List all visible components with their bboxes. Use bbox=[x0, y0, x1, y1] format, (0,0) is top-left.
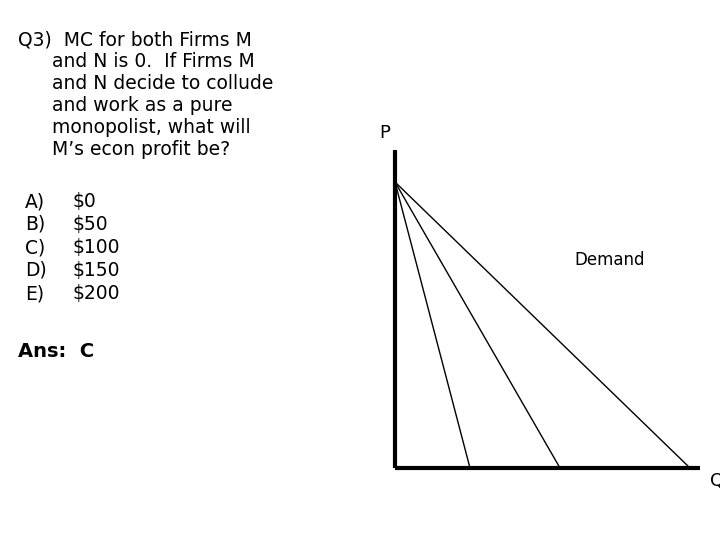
Text: $0: $0 bbox=[72, 192, 96, 211]
Text: Demand: Demand bbox=[575, 251, 645, 269]
Text: Ans:  C: Ans: C bbox=[18, 342, 94, 361]
Text: $50: $50 bbox=[72, 215, 107, 234]
Text: and N decide to collude: and N decide to collude bbox=[52, 74, 274, 93]
Text: Q: Q bbox=[710, 472, 720, 490]
Text: A): A) bbox=[25, 192, 45, 211]
Text: Q3)  MC for both Firms M: Q3) MC for both Firms M bbox=[18, 30, 252, 49]
Text: $150: $150 bbox=[72, 261, 120, 280]
Text: P: P bbox=[379, 124, 390, 142]
Text: monopolist, what will: monopolist, what will bbox=[52, 118, 251, 137]
Text: M’s econ profit be?: M’s econ profit be? bbox=[52, 140, 230, 159]
Text: and N is 0.  If Firms M: and N is 0. If Firms M bbox=[52, 52, 255, 71]
Text: $100: $100 bbox=[72, 238, 120, 257]
Text: B): B) bbox=[25, 215, 45, 234]
Text: C): C) bbox=[25, 238, 45, 257]
Text: $200: $200 bbox=[72, 284, 120, 303]
Text: and work as a pure: and work as a pure bbox=[52, 96, 233, 115]
Text: D): D) bbox=[25, 261, 47, 280]
Text: E): E) bbox=[25, 284, 44, 303]
